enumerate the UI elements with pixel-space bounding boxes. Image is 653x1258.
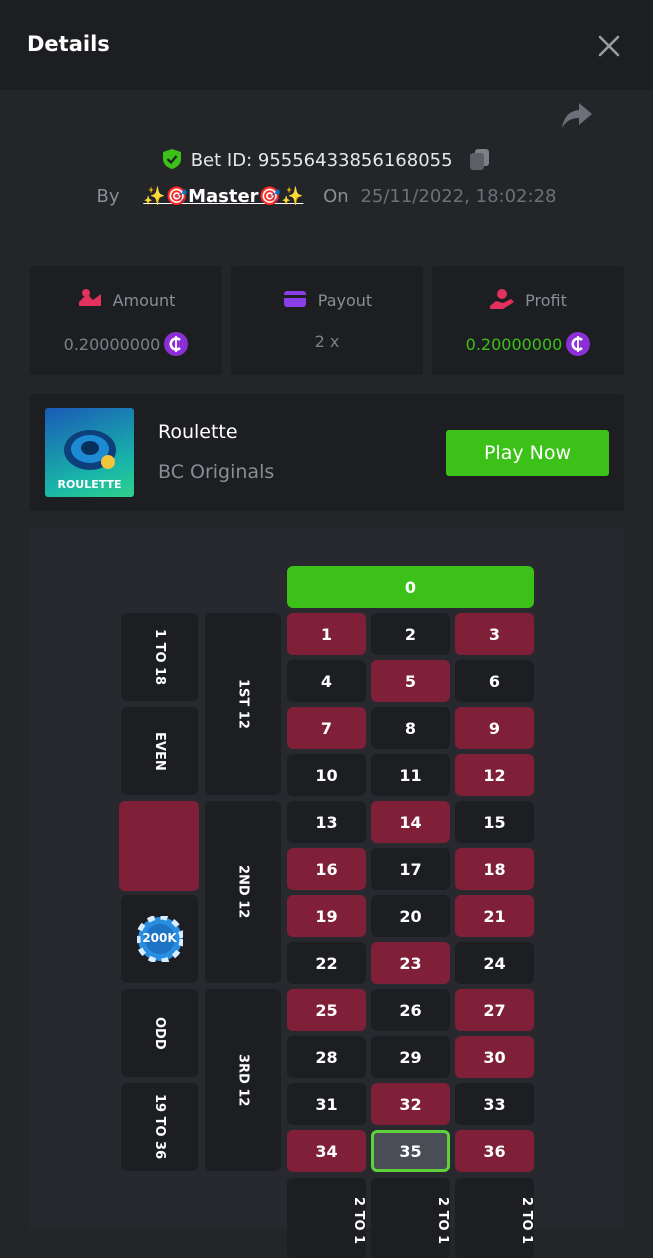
dozen-bet[interactable]: 1ST 12 [205,613,281,795]
dozen-bet[interactable]: 2ND 12 [205,801,281,983]
number-cell[interactable]: 17 [371,848,450,890]
stat-label: Profit [525,291,567,310]
number-cell[interactable]: 22 [287,942,366,984]
header: Details [0,0,653,90]
number-cell[interactable]: 20 [371,895,450,937]
number-cell[interactable]: 16 [287,848,366,890]
profit-icon [490,289,515,309]
number-cell[interactable]: 6 [455,660,534,702]
bet-id: Bet ID: 95556433856168055 [190,150,453,171]
play-now-button[interactable]: Play Now [446,430,609,476]
game-card: ROULETTE Roulette BC Originals Play Now [30,394,624,511]
share-icon[interactable] [561,101,593,129]
stat-label-row: Profit [432,288,624,310]
by-label: By [96,186,120,207]
chip-cell[interactable]: 200K [121,895,198,983]
number-cell[interactable]: 8 [371,707,450,749]
thumbnail-label: ROULETTE [57,478,122,491]
verified-icon [162,149,181,169]
red-bet[interactable] [119,801,199,891]
number-cell[interactable]: 1 [287,613,366,655]
number-cell[interactable]: 26 [371,989,450,1031]
number-cell[interactable]: 36 [455,1130,534,1172]
close-button[interactable] [598,35,620,57]
number-cell[interactable]: 13 [287,801,366,843]
number-cell[interactable]: 15 [455,801,534,843]
chip-label: 200K [142,931,177,945]
on-label: On [323,186,349,207]
outside-bet[interactable]: 1 TO 18 [121,613,198,701]
game-provider: BC Originals [158,461,275,483]
stat-value-row: 0.20000000 [30,332,222,356]
dozen-bet[interactable]: 3RD 12 [205,989,281,1171]
number-cell[interactable]: 19 [287,895,366,937]
roulette-board: 0 1 2 3 4 5 6 7 8 9 10 11 12 13 14 15 16 17 18 19 20 21 22 23 24… [30,528,624,1258]
number-cell[interactable]: 5 [371,660,450,702]
amount-icon [78,289,101,306]
column-bet[interactable]: 2 TO 1 [287,1178,366,1258]
stat-label: Amount [112,291,176,310]
number-cell[interactable]: 24 [455,942,534,984]
number-cell[interactable]: 25 [287,989,366,1031]
chip-icon [137,916,183,962]
payout-icon [283,291,306,307]
game-name: Roulette [158,421,238,443]
stat-value: 0.20000000 [465,335,563,354]
number-cell[interactable]: 32 [371,1083,450,1125]
coin-icon [164,332,189,356]
number-cell[interactable]: 18 [455,848,534,890]
number-cell[interactable]: 30 [455,1036,534,1078]
stat-value: 2 x [314,332,340,351]
number-cell[interactable]: 33 [455,1083,534,1125]
stat-value-row: 0.20000000 [432,332,624,356]
number-cell[interactable]: 7 [287,707,366,749]
column-bet[interactable]: 2 TO 1 [371,1178,450,1258]
stat-label-row: Payout [231,288,423,310]
number-cell[interactable]: 21 [455,895,534,937]
number-cell[interactable]: 28 [287,1036,366,1078]
number-cell[interactable]: 29 [371,1036,450,1078]
number-cell[interactable]: 27 [455,989,534,1031]
stat-value-row: 2 x [231,332,423,351]
zero-cell[interactable]: 0 [287,566,534,608]
number-cell[interactable]: 14 [371,801,450,843]
user-name[interactable]: ✨🎯Master🎯✨ [143,186,304,207]
column-bet[interactable]: 2 TO 1 [455,1178,534,1258]
stat-label-row: Amount [30,288,222,310]
bet-time: 25/11/2022, 18:02:28 [360,186,557,207]
number-cell[interactable]: 10 [287,754,366,796]
number-cell[interactable]: 11 [371,754,450,796]
outside-bet[interactable]: EVEN [121,707,198,795]
number-cell[interactable]: 2 [371,613,450,655]
title: Details [27,32,110,56]
stat-card: Amount 0.20000000 [30,266,222,375]
number-cell[interactable]: 31 [287,1083,366,1125]
wheel-icon [64,430,116,470]
copy-icon[interactable] [468,147,492,171]
game-thumbnail[interactable]: ROULETTE [45,408,134,497]
outside-bet[interactable]: 19 TO 36 [121,1083,198,1171]
number-cell[interactable]: 23 [371,942,450,984]
coin-icon [566,332,591,356]
number-cell[interactable]: 3 [455,613,534,655]
number-cell[interactable]: 12 [455,754,534,796]
number-cell[interactable]: 9 [455,707,534,749]
stat-label: Payout [317,291,373,310]
bet-id-line: Bet ID: 95556433856168055 [0,147,653,171]
by-line: By ✨🎯Master🎯✨ On 25/11/2022, 18:02:28 [0,186,653,207]
stat-card: Profit 0.20000000 [432,266,624,375]
number-cell[interactable]: 35 [371,1130,450,1172]
stat-card: Payout 2 x [231,266,423,375]
stat-value: 0.20000000 [63,335,161,354]
outside-bet[interactable]: ODD [121,989,198,1077]
number-cell[interactable]: 4 [287,660,366,702]
number-cell[interactable]: 34 [287,1130,366,1172]
